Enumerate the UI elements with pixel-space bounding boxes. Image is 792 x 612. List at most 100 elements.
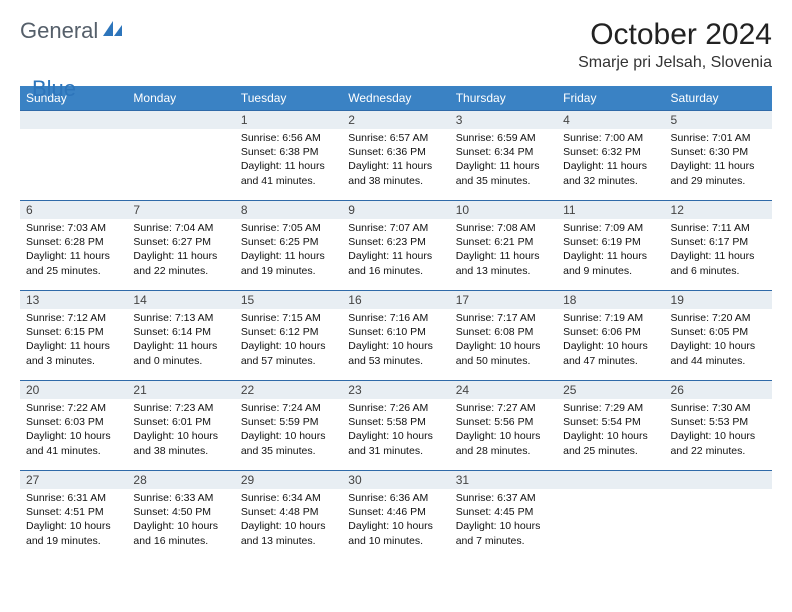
daylight-line: Daylight: 10 hours bbox=[133, 519, 228, 533]
sunrise-line: Sunrise: 6:59 AM bbox=[456, 131, 551, 145]
sunset-line: Sunset: 6:06 PM bbox=[563, 325, 658, 339]
sunset-line: Sunset: 6:12 PM bbox=[241, 325, 336, 339]
sunrise-line: Sunrise: 7:24 AM bbox=[241, 401, 336, 415]
day-details: Sunrise: 7:05 AMSunset: 6:25 PMDaylight:… bbox=[235, 219, 342, 282]
calendar-cell: 18Sunrise: 7:19 AMSunset: 6:06 PMDayligh… bbox=[557, 290, 664, 380]
calendar-cell: 23Sunrise: 7:26 AMSunset: 5:58 PMDayligh… bbox=[342, 380, 449, 470]
calendar-table: Sunday Monday Tuesday Wednesday Thursday… bbox=[20, 86, 772, 560]
day-number: 27 bbox=[20, 470, 127, 489]
sunrise-line: Sunrise: 7:07 AM bbox=[348, 221, 443, 235]
sunrise-line: Sunrise: 7:16 AM bbox=[348, 311, 443, 325]
calendar-cell: 12Sunrise: 7:11 AMSunset: 6:17 PMDayligh… bbox=[665, 200, 772, 290]
day-number: 2 bbox=[342, 110, 449, 129]
daylight-line: Daylight: 10 hours bbox=[348, 339, 443, 353]
day-details: Sunrise: 7:19 AMSunset: 6:06 PMDaylight:… bbox=[557, 309, 664, 372]
sunset-line: Sunset: 4:45 PM bbox=[456, 505, 551, 519]
calendar-cell: 19Sunrise: 7:20 AMSunset: 6:05 PMDayligh… bbox=[665, 290, 772, 380]
calendar-cell: 29Sunrise: 6:34 AMSunset: 4:48 PMDayligh… bbox=[235, 470, 342, 560]
calendar-cell: 20Sunrise: 7:22 AMSunset: 6:03 PMDayligh… bbox=[20, 380, 127, 470]
daylight-line: Daylight: 11 hours bbox=[133, 249, 228, 263]
sunset-line: Sunset: 4:50 PM bbox=[133, 505, 228, 519]
brand-logo: General bbox=[20, 18, 126, 44]
day-details: Sunrise: 7:03 AMSunset: 6:28 PMDaylight:… bbox=[20, 219, 127, 282]
daylight-line: and 47 minutes. bbox=[563, 354, 658, 368]
sunset-line: Sunset: 6:23 PM bbox=[348, 235, 443, 249]
sunset-line: Sunset: 6:05 PM bbox=[671, 325, 766, 339]
empty-day bbox=[127, 110, 234, 129]
day-details: Sunrise: 7:12 AMSunset: 6:15 PMDaylight:… bbox=[20, 309, 127, 372]
sunrise-line: Sunrise: 7:20 AM bbox=[671, 311, 766, 325]
calendar-row: 6Sunrise: 7:03 AMSunset: 6:28 PMDaylight… bbox=[20, 200, 772, 290]
day-number: 26 bbox=[665, 380, 772, 399]
sunset-line: Sunset: 6:17 PM bbox=[671, 235, 766, 249]
day-number: 14 bbox=[127, 290, 234, 309]
day-details: Sunrise: 6:36 AMSunset: 4:46 PMDaylight:… bbox=[342, 489, 449, 552]
weekday-header: Wednesday bbox=[342, 86, 449, 110]
calendar-cell: 22Sunrise: 7:24 AMSunset: 5:59 PMDayligh… bbox=[235, 380, 342, 470]
daylight-line: and 13 minutes. bbox=[456, 264, 551, 278]
calendar-row: 27Sunrise: 6:31 AMSunset: 4:51 PMDayligh… bbox=[20, 470, 772, 560]
sunrise-line: Sunrise: 7:09 AM bbox=[563, 221, 658, 235]
sunset-line: Sunset: 5:53 PM bbox=[671, 415, 766, 429]
daylight-line: and 41 minutes. bbox=[26, 444, 121, 458]
day-number: 4 bbox=[557, 110, 664, 129]
daylight-line: and 38 minutes. bbox=[133, 444, 228, 458]
sunrise-line: Sunrise: 7:00 AM bbox=[563, 131, 658, 145]
sunrise-line: Sunrise: 7:04 AM bbox=[133, 221, 228, 235]
day-number: 25 bbox=[557, 380, 664, 399]
calendar-cell: 15Sunrise: 7:15 AMSunset: 6:12 PMDayligh… bbox=[235, 290, 342, 380]
daylight-line: and 44 minutes. bbox=[671, 354, 766, 368]
sunrise-line: Sunrise: 6:31 AM bbox=[26, 491, 121, 505]
daylight-line: and 22 minutes. bbox=[133, 264, 228, 278]
sunrise-line: Sunrise: 6:37 AM bbox=[456, 491, 551, 505]
calendar-cell: 30Sunrise: 6:36 AMSunset: 4:46 PMDayligh… bbox=[342, 470, 449, 560]
calendar-cell: 10Sunrise: 7:08 AMSunset: 6:21 PMDayligh… bbox=[450, 200, 557, 290]
day-number: 23 bbox=[342, 380, 449, 399]
daylight-line: and 28 minutes. bbox=[456, 444, 551, 458]
sunset-line: Sunset: 6:19 PM bbox=[563, 235, 658, 249]
daylight-line: Daylight: 11 hours bbox=[348, 159, 443, 173]
daylight-line: and 38 minutes. bbox=[348, 174, 443, 188]
day-number: 11 bbox=[557, 200, 664, 219]
calendar-row: 13Sunrise: 7:12 AMSunset: 6:15 PMDayligh… bbox=[20, 290, 772, 380]
weekday-header: Friday bbox=[557, 86, 664, 110]
day-details: Sunrise: 7:29 AMSunset: 5:54 PMDaylight:… bbox=[557, 399, 664, 462]
day-details: Sunrise: 7:23 AMSunset: 6:01 PMDaylight:… bbox=[127, 399, 234, 462]
calendar-cell: 16Sunrise: 7:16 AMSunset: 6:10 PMDayligh… bbox=[342, 290, 449, 380]
sunrise-line: Sunrise: 7:26 AM bbox=[348, 401, 443, 415]
sunrise-line: Sunrise: 7:15 AM bbox=[241, 311, 336, 325]
daylight-line: Daylight: 10 hours bbox=[563, 339, 658, 353]
daylight-line: Daylight: 11 hours bbox=[456, 249, 551, 263]
daylight-line: and 13 minutes. bbox=[241, 534, 336, 548]
daylight-line: and 35 minutes. bbox=[456, 174, 551, 188]
day-details: Sunrise: 6:59 AMSunset: 6:34 PMDaylight:… bbox=[450, 129, 557, 192]
calendar-body: 1Sunrise: 6:56 AMSunset: 6:38 PMDaylight… bbox=[20, 110, 772, 560]
daylight-line: Daylight: 10 hours bbox=[456, 429, 551, 443]
calendar-cell: 8Sunrise: 7:05 AMSunset: 6:25 PMDaylight… bbox=[235, 200, 342, 290]
day-details: Sunrise: 7:26 AMSunset: 5:58 PMDaylight:… bbox=[342, 399, 449, 462]
day-details: Sunrise: 7:22 AMSunset: 6:03 PMDaylight:… bbox=[20, 399, 127, 462]
daylight-line: Daylight: 10 hours bbox=[241, 429, 336, 443]
day-number: 18 bbox=[557, 290, 664, 309]
sunrise-line: Sunrise: 7:05 AM bbox=[241, 221, 336, 235]
day-details: Sunrise: 7:27 AMSunset: 5:56 PMDaylight:… bbox=[450, 399, 557, 462]
daylight-line: Daylight: 10 hours bbox=[133, 429, 228, 443]
calendar-cell bbox=[20, 110, 127, 200]
calendar-cell: 6Sunrise: 7:03 AMSunset: 6:28 PMDaylight… bbox=[20, 200, 127, 290]
daylight-line: Daylight: 11 hours bbox=[133, 339, 228, 353]
day-details: Sunrise: 7:11 AMSunset: 6:17 PMDaylight:… bbox=[665, 219, 772, 282]
sunrise-line: Sunrise: 6:57 AM bbox=[348, 131, 443, 145]
daylight-line: and 9 minutes. bbox=[563, 264, 658, 278]
calendar-cell: 17Sunrise: 7:17 AMSunset: 6:08 PMDayligh… bbox=[450, 290, 557, 380]
daylight-line: Daylight: 10 hours bbox=[348, 519, 443, 533]
brand-sail-icon bbox=[102, 20, 124, 43]
sunset-line: Sunset: 6:28 PM bbox=[26, 235, 121, 249]
daylight-line: Daylight: 10 hours bbox=[671, 339, 766, 353]
empty-day bbox=[20, 110, 127, 129]
daylight-line: and 31 minutes. bbox=[348, 444, 443, 458]
day-details: Sunrise: 6:34 AMSunset: 4:48 PMDaylight:… bbox=[235, 489, 342, 552]
sunset-line: Sunset: 6:32 PM bbox=[563, 145, 658, 159]
daylight-line: Daylight: 10 hours bbox=[241, 519, 336, 533]
day-details: Sunrise: 7:13 AMSunset: 6:14 PMDaylight:… bbox=[127, 309, 234, 372]
sunrise-line: Sunrise: 7:30 AM bbox=[671, 401, 766, 415]
